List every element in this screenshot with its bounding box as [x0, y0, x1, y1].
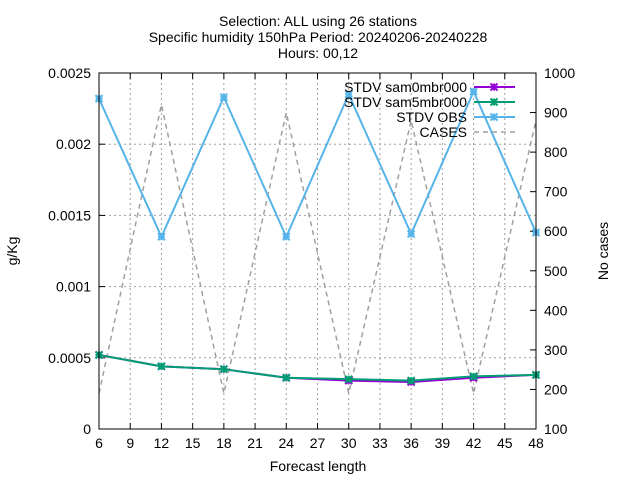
data-point-marker	[157, 362, 166, 371]
x-tick-label: 9	[126, 435, 134, 451]
x-tick-label: 30	[341, 435, 357, 451]
y2-tick-label: 400	[544, 302, 568, 318]
data-point-marker	[489, 82, 499, 92]
y-tick-label: 0.0015	[48, 207, 91, 223]
ticks: 6 9 12 15 18 21 24 27 30 33 36 39 42 45 48 0 0.0005 0.001…	[48, 65, 575, 451]
data-point-marker	[406, 229, 416, 239]
series-line	[98, 89, 537, 240]
y2-tick-label: 1000	[544, 65, 575, 81]
data-point-marker	[219, 93, 229, 102]
legend-label: CASES	[420, 124, 467, 140]
x-tick-label: 39	[435, 435, 451, 451]
y-tick-label: 0	[83, 421, 91, 437]
y2-tick-label: 900	[544, 105, 568, 121]
data-point-marker	[282, 373, 291, 382]
data-point-marker	[344, 90, 353, 99]
y-axis-label: g/Kg	[4, 237, 20, 266]
legend-label: STDV sam5mbr000	[344, 94, 467, 110]
y2-tick-label: 800	[544, 144, 568, 160]
x-tick-label: 12	[154, 435, 170, 451]
legend-item: STDV sam5mbr000	[344, 94, 515, 110]
x-tick-label: 15	[185, 435, 201, 451]
y-tick-label: 0.002	[56, 136, 91, 152]
legend-item: STDV sam0mbr000	[344, 79, 515, 95]
x-axis-label: Forecast length	[270, 458, 367, 474]
series-stdv-sam5mbr000	[94, 350, 541, 385]
legend-label: STDV OBS	[396, 109, 467, 125]
x-tick-label: 18	[216, 435, 232, 451]
data-point-marker	[406, 376, 416, 385]
y-tick-label: 0.001	[56, 279, 91, 295]
data-point-marker	[489, 112, 499, 122]
legend-item: CASES	[420, 124, 515, 140]
chart-title-line-3: Hours: 00,12	[278, 45, 358, 61]
y2-tick-label: 600	[544, 223, 568, 239]
series-line	[98, 353, 537, 382]
legend-item: STDV OBS	[396, 109, 515, 125]
x-tick-label: 33	[372, 435, 388, 451]
x-tick-label: 24	[278, 435, 294, 451]
chart-title-line-2: Specific humidity 150hPa Period: 2024020…	[149, 29, 488, 45]
data-point-marker	[469, 87, 478, 96]
x-tick-label: 6	[95, 435, 103, 451]
data-point-marker	[219, 364, 229, 374]
plot-frame	[98, 72, 537, 430]
data-point-marker	[282, 232, 291, 241]
x-tick-label: 48	[528, 435, 544, 451]
x-tick-label: 36	[403, 435, 419, 451]
y2-tick-label: 700	[544, 184, 568, 200]
series-line	[98, 104, 537, 394]
y2-tick-label: 100	[544, 421, 568, 437]
data-point-marker	[344, 374, 353, 384]
y2-tick-label: 200	[544, 381, 568, 397]
data-point-marker	[489, 97, 499, 107]
x-tick-label: 27	[310, 435, 326, 451]
y-tick-label: 0.0005	[48, 350, 91, 366]
chart-title-line-1: Selection: ALL using 26 stations	[219, 13, 417, 29]
data-point-marker	[469, 372, 478, 381]
y-tick-label: 0.0025	[48, 65, 91, 81]
legend-label: STDV sam0mbr000	[344, 79, 467, 95]
chart-title: Selection: ALL using 26 stations Specifi…	[149, 13, 488, 61]
y2-tick-label: 300	[544, 342, 568, 358]
x-tick-label: 21	[247, 435, 263, 451]
x-tick-label: 42	[466, 435, 482, 451]
series-cases	[98, 104, 537, 394]
data-point-marker	[157, 232, 166, 241]
y2-tick-label: 500	[544, 263, 568, 279]
y2-axis-label: No cases	[595, 222, 611, 280]
x-tick-label: 45	[497, 435, 513, 451]
